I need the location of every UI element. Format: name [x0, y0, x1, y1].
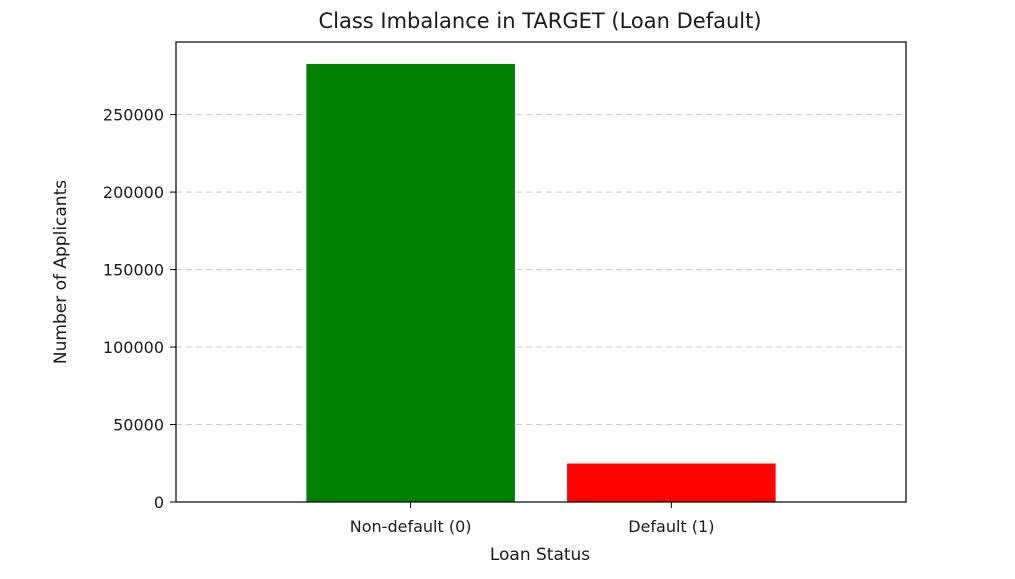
x-axis-ticks: Non-default (0) Default (1)	[350, 502, 714, 536]
x-tick-label-0: Non-default (0)	[350, 517, 472, 536]
chart-title: Class Imbalance in TARGET (Loan Default)	[318, 9, 761, 33]
y-axis-ticks: 0 50000 100000 150000 200000 250000	[103, 106, 176, 512]
y-tick-label-250000: 250000	[103, 106, 164, 125]
bar-0	[306, 63, 515, 502]
y-tick-label-100000: 100000	[103, 338, 164, 357]
gridlines	[176, 114, 906, 426]
bars	[306, 63, 776, 502]
y-tick-label-200000: 200000	[103, 183, 164, 202]
y-tick-label-150000: 150000	[103, 261, 164, 280]
x-tick-label-1: Default (1)	[628, 517, 714, 536]
y-axis-label: Number of Applicants	[51, 180, 71, 364]
x-axis-label: Loan Status	[490, 545, 590, 565]
bar-1	[567, 463, 776, 502]
y-tick-label-50000: 50000	[113, 416, 164, 435]
y-tick-label-0: 0	[154, 493, 164, 512]
plot-frame	[175, 41, 907, 503]
